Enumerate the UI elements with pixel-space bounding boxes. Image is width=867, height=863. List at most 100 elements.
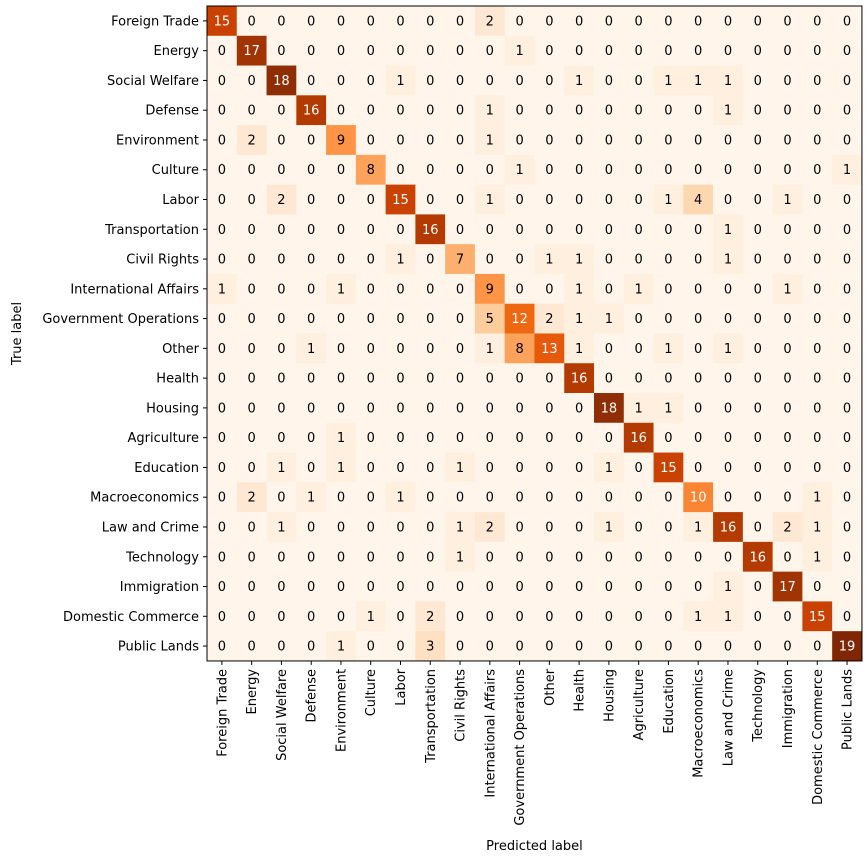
- cell-value-label: 2: [426, 610, 434, 625]
- cell-value-label: 0: [218, 640, 226, 655]
- cell-value-label: 0: [515, 14, 523, 29]
- heatmap-cell: [683, 154, 714, 186]
- heatmap-cell: [445, 35, 476, 66]
- heatmap-cell: [713, 65, 744, 96]
- heatmap-cell: [623, 154, 654, 186]
- cell-value-label: 0: [486, 44, 494, 59]
- cell-value-label: 0: [694, 14, 702, 29]
- cell-value-label: 0: [456, 401, 464, 416]
- cell-value-label: 1: [694, 74, 702, 89]
- cell-value-label: 0: [426, 163, 434, 178]
- cell-value-label: 0: [218, 520, 226, 535]
- cell-value-label: 16: [749, 550, 766, 565]
- heatmap-cell: [832, 571, 863, 602]
- heatmap-cell: [385, 184, 416, 215]
- cell-value-label: 0: [426, 461, 434, 476]
- cell-value-label: 0: [754, 342, 762, 357]
- heatmap-cell: [236, 184, 267, 215]
- cell-value-label: 0: [575, 580, 583, 595]
- heatmap-cell: [296, 422, 327, 453]
- cell-value-label: 0: [724, 193, 732, 208]
- heatmap-cell: [266, 244, 297, 275]
- heatmap-cell: [326, 541, 357, 573]
- x-axis-label: Predicted label: [486, 839, 583, 854]
- cell-value-label: 0: [218, 104, 226, 119]
- cell-value-label: 0: [635, 104, 643, 119]
- cell-value-label: 0: [724, 133, 732, 148]
- x-tick-label: Transportation: [424, 669, 439, 764]
- heatmap-cell: [534, 571, 565, 602]
- heatmap-cell: [832, 35, 863, 66]
- cell-value-label: 0: [694, 580, 702, 595]
- heatmap-cell: [385, 273, 416, 305]
- cell-value-label: 0: [813, 461, 821, 476]
- cell-value-label: 1: [456, 520, 464, 535]
- heatmap-cell: [742, 214, 774, 245]
- cell-value-label: 0: [307, 14, 315, 29]
- heatmap-cell: [683, 393, 714, 424]
- heatmap-cell: [326, 273, 357, 305]
- heatmap-cell: [534, 333, 565, 364]
- heatmap-cell: [266, 512, 297, 543]
- cell-value-label: 0: [754, 282, 762, 297]
- heatmap-cell: [355, 631, 387, 662]
- heatmap-cell: [326, 244, 357, 275]
- heatmap-cell: [296, 303, 327, 334]
- cell-value-label: 0: [277, 610, 285, 625]
- cell-value-label: 0: [277, 163, 285, 178]
- heatmap-cell: [236, 244, 267, 275]
- cell-value-label: 0: [277, 44, 285, 59]
- cell-value-label: 0: [367, 401, 375, 416]
- cell-value-label: 0: [218, 550, 226, 565]
- heatmap-cell: [683, 95, 714, 126]
- cell-value-label: 0: [337, 610, 345, 625]
- heatmap-cell: [683, 482, 714, 513]
- cell-value-label: 0: [218, 431, 226, 446]
- heatmap-cell: [236, 571, 267, 602]
- heatmap-cell: [623, 363, 654, 394]
- cell-value-label: 0: [843, 104, 851, 119]
- cell-value-label: 0: [248, 104, 256, 119]
- heatmap-cell: [772, 333, 803, 364]
- heatmap-cell: [623, 214, 654, 245]
- heatmap-cell: [623, 35, 654, 66]
- cell-value-label: 0: [277, 14, 285, 29]
- cell-value-label: 0: [218, 253, 226, 268]
- cell-value-label: 0: [605, 431, 613, 446]
- heatmap-cell: [504, 482, 535, 513]
- heatmap-cell: [832, 244, 863, 275]
- heatmap-cell: [415, 65, 446, 96]
- cell-value-label: 0: [754, 640, 762, 655]
- heatmap-cell: [772, 6, 803, 37]
- cell-value-label: 0: [694, 133, 702, 148]
- cell-value-label: 0: [337, 550, 345, 565]
- heatmap-cell: [772, 631, 803, 662]
- cell-value-label: 2: [277, 193, 285, 208]
- cell-value-label: 0: [277, 104, 285, 119]
- cell-value-label: 0: [813, 342, 821, 357]
- cell-value-label: 0: [426, 520, 434, 535]
- heatmap-cell: [474, 422, 506, 453]
- heatmap-cell: [772, 422, 803, 453]
- cell-value-label: 0: [426, 401, 434, 416]
- heatmap-cell: [742, 512, 774, 543]
- heatmap-cell: [742, 184, 774, 215]
- heatmap-cell: [236, 363, 267, 394]
- heatmap-cell: [445, 303, 476, 334]
- cell-value-label: 1: [307, 342, 315, 357]
- x-tick-label: Defense: [305, 669, 320, 723]
- heatmap-cell: [504, 452, 535, 483]
- cell-value-label: 0: [248, 282, 256, 297]
- heatmap-cell: [504, 6, 535, 37]
- heatmap-cell: [385, 363, 416, 394]
- heatmap-cell: [802, 363, 833, 394]
- heatmap-cell: [683, 125, 714, 156]
- cell-value-label: 1: [486, 342, 494, 357]
- heatmap-cell: [445, 631, 476, 662]
- cell-value-label: 0: [486, 580, 494, 595]
- cell-value-label: 0: [813, 163, 821, 178]
- cell-value-label: 0: [367, 342, 375, 357]
- heatmap-cell: [564, 512, 595, 543]
- heatmap-cell: [653, 333, 684, 364]
- cell-value-label: 10: [690, 491, 707, 506]
